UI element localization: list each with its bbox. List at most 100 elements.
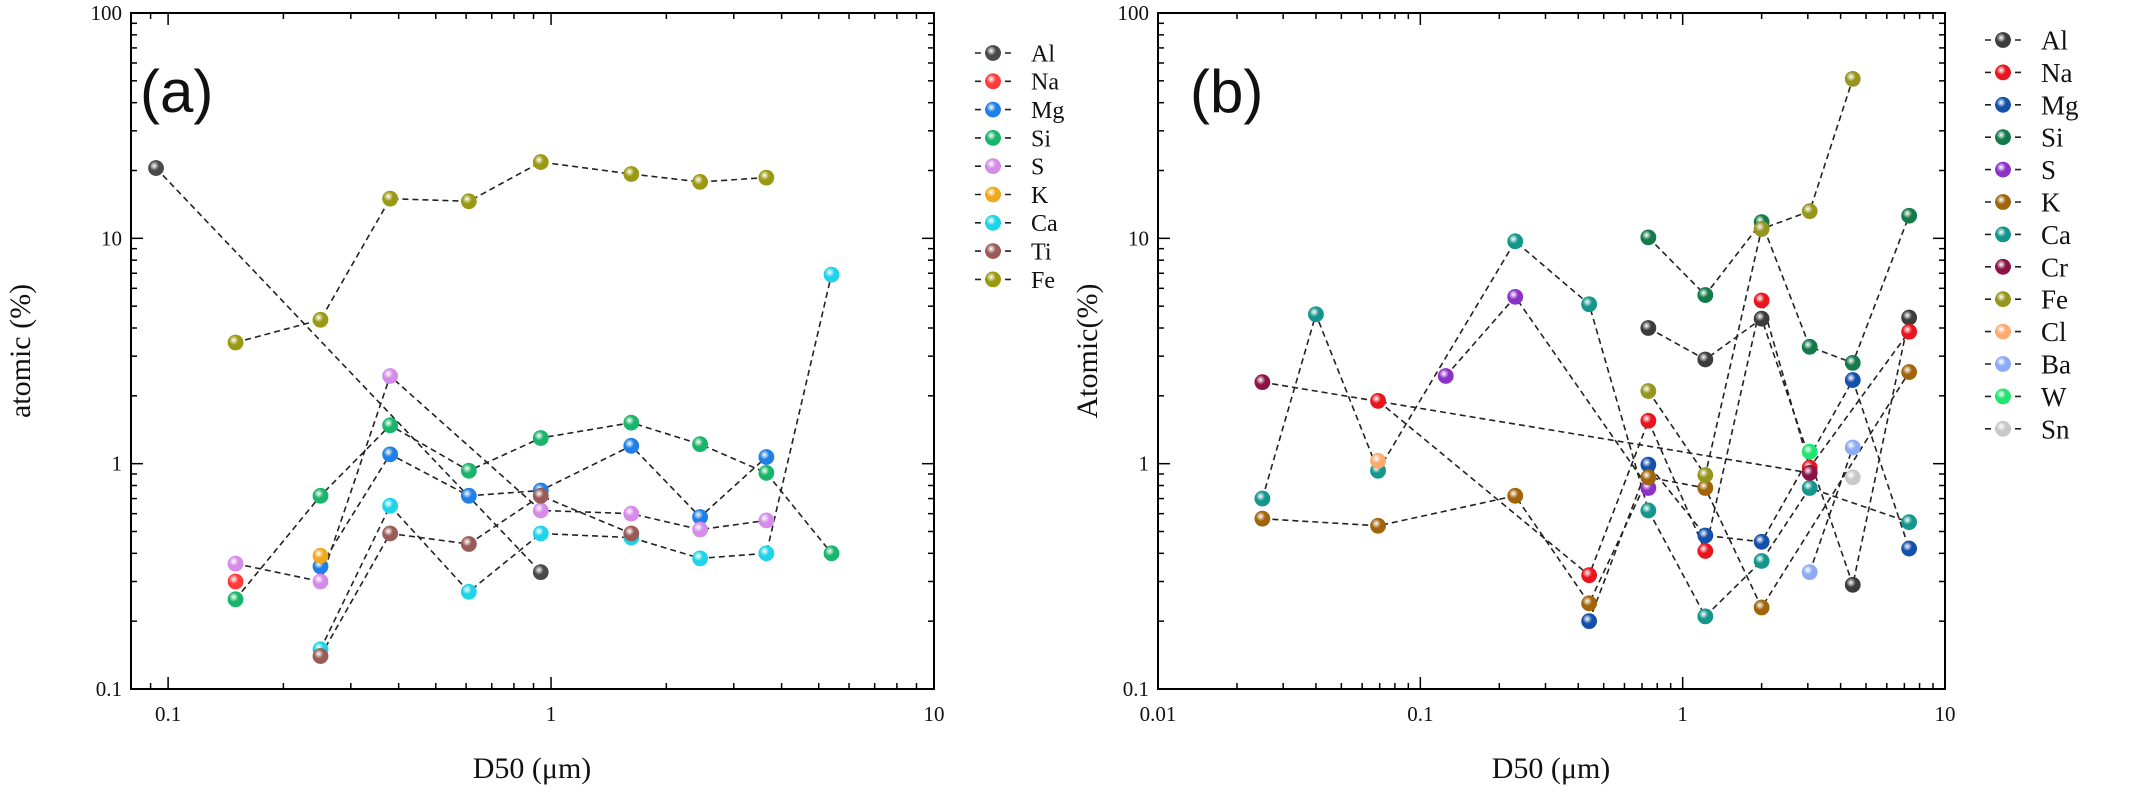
data-point-ca <box>1581 296 1598 313</box>
data-point-sn <box>1844 469 1861 486</box>
legend-label: Mg <box>2041 90 2079 120</box>
data-point-na <box>1901 323 1918 340</box>
data-point-ba <box>1801 564 1818 581</box>
legend-marker <box>1995 420 2011 437</box>
data-point-mg <box>460 487 477 504</box>
data-point-ca <box>1697 608 1714 625</box>
x-tick-label: 0.01 <box>1140 702 1177 726</box>
axis-ticks-a: 0.1 1 10 0.1 1 10 100 <box>91 1 945 726</box>
data-point-al <box>1697 351 1714 368</box>
data-point-ca <box>1901 514 1918 531</box>
y-tick-label: 1 <box>1139 452 1150 476</box>
data-point-si <box>758 464 775 481</box>
panel-label-a: (a) <box>140 58 213 125</box>
data-point-s <box>532 502 549 519</box>
data-point-al <box>1844 576 1861 593</box>
legend-marker <box>1995 323 2011 340</box>
data-point-si <box>532 430 549 446</box>
series-line-ti <box>319 494 632 657</box>
data-point-k <box>1901 364 1918 380</box>
legend-label: Cl <box>2041 317 2067 347</box>
legend-label: Sn <box>2041 414 2070 444</box>
legend-marker <box>1995 64 2011 81</box>
data-point-na <box>1753 292 1770 309</box>
series-line-ca <box>319 274 833 650</box>
data-point-ti <box>382 525 399 542</box>
y-tick-label: 0.1 <box>96 677 122 701</box>
legend-label: Fe <box>1031 268 1055 294</box>
data-point-s <box>1507 288 1524 305</box>
data-point-si <box>1844 355 1861 371</box>
data-point-cl <box>1370 452 1386 469</box>
x-tick-label: 0.1 <box>1407 702 1433 726</box>
legend-label: K <box>1031 183 1049 209</box>
y-tick-label: 1 <box>112 452 123 476</box>
data-point-ca <box>1640 502 1657 519</box>
legend-marker <box>1995 32 2011 48</box>
legend-label: Ti <box>1031 240 1052 266</box>
legend-label: Ca <box>1031 211 1058 237</box>
data-point-fe <box>382 190 399 207</box>
legend-marker <box>985 45 1001 61</box>
data-point-fe <box>623 166 640 182</box>
legend-marker <box>985 186 1001 203</box>
x-axis-title-b: D50 (μm) <box>1492 752 1611 785</box>
y-tick-label: 10 <box>101 226 122 250</box>
series-line-na <box>1377 300 1910 577</box>
legend-marker <box>985 214 1001 231</box>
data-point-ca <box>823 266 840 283</box>
data-point-al <box>532 564 549 581</box>
data-point-ba <box>1844 439 1861 456</box>
legend-marker <box>1995 258 2011 275</box>
series-line-cr <box>1262 381 1810 474</box>
legend-marker <box>1995 194 2011 210</box>
legend-label: Al <box>2041 25 2068 55</box>
data-point-ca <box>1507 233 1524 250</box>
legend-label: Mg <box>1031 98 1064 124</box>
series-lines-a <box>155 161 833 657</box>
x-tick-label: 0.1 <box>155 702 181 726</box>
x-tick-label: 10 <box>1935 702 1956 726</box>
data-point-si <box>1901 207 1918 224</box>
data-point-na <box>1697 543 1714 559</box>
data-point-mg <box>1844 372 1861 388</box>
data-point-si <box>1697 287 1714 303</box>
data-point-ca <box>1254 490 1271 507</box>
data-point-cr <box>1801 464 1818 481</box>
series-line-fe <box>1647 78 1854 478</box>
legend-marker <box>1995 226 2011 243</box>
data-point-s <box>227 555 244 572</box>
data-point-ca <box>532 525 549 542</box>
series-line-mg <box>1588 378 1910 622</box>
x-axis-title-a: D50 (μm) <box>473 752 592 785</box>
data-point-na <box>1370 392 1386 409</box>
legend-marker <box>1995 161 2011 178</box>
legend-marker <box>985 243 1001 260</box>
series-line-s <box>1445 295 1650 489</box>
data-point-s <box>692 521 708 538</box>
legend-marker <box>1995 129 2011 146</box>
legend-label: S <box>1031 155 1044 181</box>
data-point-s <box>1437 368 1454 384</box>
y-tick-label: 10 <box>1128 226 1149 250</box>
data-point-ca <box>460 583 477 600</box>
data-point-k <box>312 547 329 564</box>
data-point-fe <box>1640 383 1657 399</box>
data-point-k <box>1753 599 1770 616</box>
data-point-na <box>1581 567 1598 584</box>
legend-marker <box>985 129 1001 146</box>
y-tick-label: 100 <box>1118 1 1150 25</box>
legend-label: Cr <box>2041 252 2068 282</box>
plot-frame-a <box>130 12 935 690</box>
legend-label: Na <box>1031 70 1059 96</box>
data-point-k <box>1581 595 1598 612</box>
data-point-fe <box>227 334 244 351</box>
legend-label: K <box>2041 187 2061 217</box>
data-point-al <box>1640 320 1657 336</box>
data-point-al <box>1753 310 1770 327</box>
legend-marker <box>1995 291 2011 308</box>
data-point-si <box>227 591 244 608</box>
data-point-ca <box>1753 553 1770 569</box>
